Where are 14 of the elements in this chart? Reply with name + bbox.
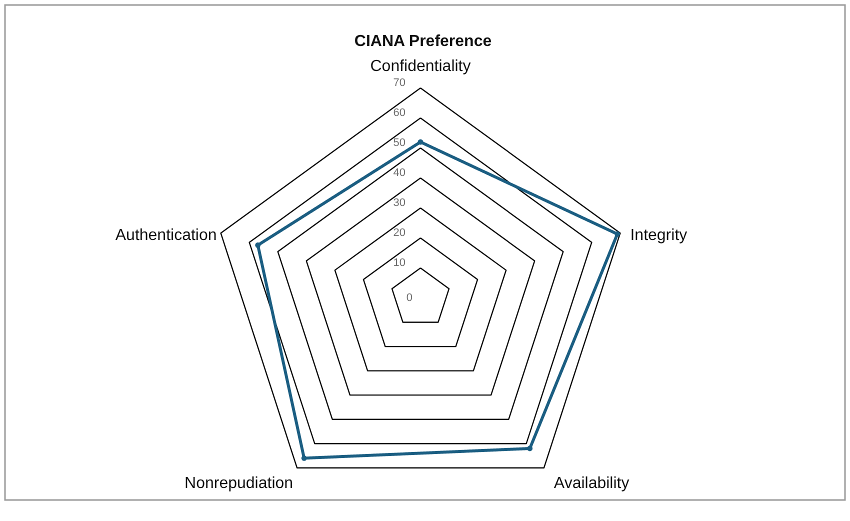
y-tick-label: 70 xyxy=(393,77,406,89)
y-tick-label: 0 xyxy=(406,292,412,304)
spoke-label: Authentication xyxy=(115,227,217,244)
y-tick-label: 60 xyxy=(393,107,406,119)
y-tick-label: 40 xyxy=(393,167,406,179)
chart-title: CIANA Preference xyxy=(354,33,492,50)
spoke-label: Confidentiality xyxy=(370,58,471,75)
y-tick-label: 30 xyxy=(393,197,406,209)
y-tick-label: 50 xyxy=(393,137,406,149)
spoke-label: Integrity xyxy=(630,227,688,244)
spoke-label: Nonrepudiation xyxy=(184,474,294,492)
y-tick-label: 20 xyxy=(393,227,406,239)
spoke-label: Availability xyxy=(554,474,630,492)
y-tick-label: 10 xyxy=(393,257,406,269)
